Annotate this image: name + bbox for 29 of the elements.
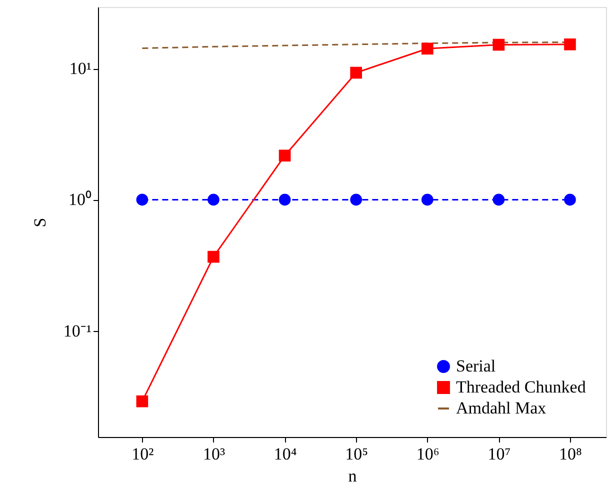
point	[421, 194, 434, 206]
legend-label: Threaded Chunked	[456, 378, 586, 396]
x-tick-label: 10⁸	[559, 444, 582, 464]
y-tick-label: 10⁻¹	[63, 321, 92, 340]
x-tick-label: 10²	[132, 444, 154, 464]
point	[350, 66, 362, 79]
point	[350, 194, 362, 206]
legend-label: Serial	[456, 356, 496, 376]
x-tick-label: 10⁴	[274, 444, 297, 464]
y-tick-label: 10⁰	[68, 190, 92, 210]
point	[564, 194, 576, 206]
point	[278, 150, 291, 162]
x-tick-label: 10³	[202, 444, 226, 464]
x-tick-label: 10⁵	[345, 444, 368, 464]
y-axis-title: S	[30, 218, 50, 228]
point	[136, 194, 148, 206]
x-tick-label: 10⁶	[416, 444, 440, 464]
point	[278, 194, 291, 206]
point	[492, 38, 505, 51]
point	[208, 194, 220, 206]
point	[208, 250, 220, 263]
point	[421, 42, 434, 55]
x-tick-label: 10⁷	[488, 444, 511, 464]
point	[136, 395, 148, 408]
y-tick-label: 10¹	[69, 59, 92, 78]
point	[492, 194, 505, 206]
point	[564, 38, 576, 50]
legend-label: Amdahl Max	[456, 398, 547, 418]
x-axis-title: n	[348, 466, 358, 486]
